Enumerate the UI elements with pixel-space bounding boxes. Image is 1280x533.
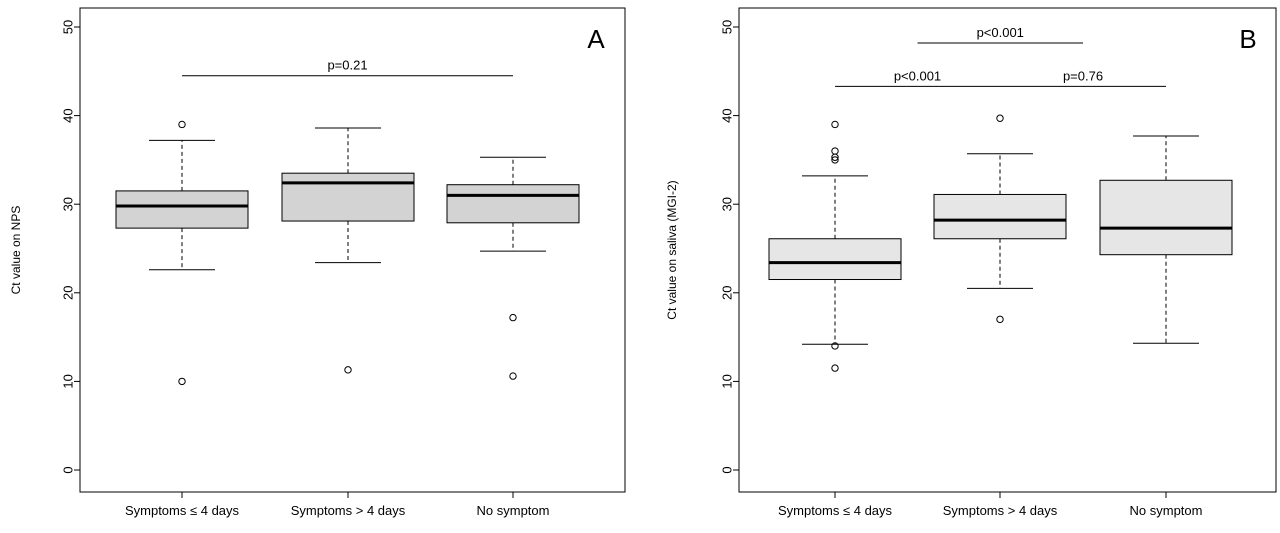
iqr-box (1099, 179, 1233, 256)
outlier-point (509, 313, 517, 322)
y-tick-label: 30 (720, 197, 735, 211)
category-label: No symptom (1130, 503, 1203, 518)
y-tick-label: 0 (61, 466, 76, 473)
iqr-box (933, 193, 1067, 240)
iqr-box (768, 238, 902, 281)
panel-letter: B (1239, 24, 1256, 54)
category-label: Symptoms ≤ 4 days (778, 503, 893, 518)
outlier-point (996, 114, 1004, 122)
y-tick-label: 50 (61, 20, 76, 34)
outlier-point (996, 315, 1004, 324)
y-tick-label: 20 (720, 286, 735, 300)
outlier-point (831, 153, 839, 161)
category-label: Symptoms ≤ 4 days (125, 503, 240, 518)
p-value-label: p<0.001 (977, 25, 1024, 40)
y-tick-label: 10 (61, 374, 76, 388)
plot-frame (79, 7, 626, 493)
y-tick-label: 40 (720, 108, 735, 122)
outlier-point (178, 120, 186, 129)
y-tick-label: 10 (720, 374, 735, 388)
category-label: Symptoms > 4 days (291, 503, 406, 518)
comparison-2: p=0.76 (1000, 68, 1166, 87)
panel-b: 0 10 20 30 40 50 Ct value on saliva (MGI-2) Sym… (665, 7, 1277, 518)
comparison-3: p<0.001 (917, 25, 1083, 44)
outlier-point (831, 342, 839, 350)
y-axis-label: Ct value on saliva (MGI-2) (665, 180, 679, 319)
outlier-point (831, 156, 839, 164)
outlier-point (344, 366, 352, 374)
comparison-1: p<0.001 (835, 68, 1000, 87)
outlier-point (831, 120, 839, 129)
panel-letter: A (587, 24, 605, 54)
category-label: No symptom (477, 503, 550, 518)
p-value-label: p=0.21 (327, 58, 367, 73)
plot-frame (738, 7, 1277, 493)
box-1 (768, 120, 902, 372)
box-1 (115, 120, 249, 386)
comparison-1: p=0.21 (182, 58, 513, 77)
y-tick-label: 20 (61, 286, 76, 300)
panel-a: 0 10 20 30 40 50 Ct value on NPS Symptoms ≤ 4 d… (9, 7, 626, 518)
outlier-point (509, 372, 517, 380)
box-2 (281, 127, 415, 374)
iqr-box (281, 172, 415, 222)
outlier-point (178, 377, 186, 386)
y-tick-label: 30 (61, 197, 76, 211)
y-tick-label: 50 (720, 20, 735, 34)
box-2 (933, 114, 1067, 324)
box-3 (1099, 135, 1233, 344)
box-3 (446, 156, 580, 380)
iqr-box (115, 190, 249, 229)
y-axis-label: Ct value on NPS (9, 206, 23, 295)
outlier-point (831, 364, 839, 372)
outlier-point (831, 147, 839, 155)
category-label: Symptoms > 4 days (943, 503, 1058, 518)
p-value-label: p=0.76 (1063, 68, 1103, 83)
iqr-box (446, 184, 580, 224)
y-tick-label: 40 (61, 108, 76, 122)
y-tick-label: 0 (720, 466, 735, 473)
p-value-label: p<0.001 (894, 68, 941, 83)
